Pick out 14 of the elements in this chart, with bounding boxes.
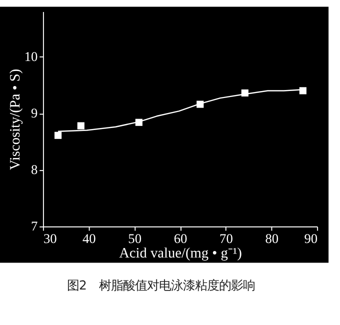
y-tick-label: 10 [24,49,38,64]
y-tick-label: 8 [31,162,38,178]
x-tick-label: 50 [128,231,142,246]
x-tick-label: 80 [265,231,279,246]
x-tick-label: 70 [220,231,234,246]
y-tick-label: 9 [31,106,38,121]
y-axis-title: Viscosity/(Pa • S) [8,68,24,170]
x-tick-label: 90 [304,231,318,246]
x-tick-label: 60 [174,231,188,246]
y-tick-label: 7 [31,218,38,234]
caption: 图2 树脂酸值对电泳漆粘度的影响 [66,277,255,292]
x-axis-title: Acid value/(mg • g⁻¹) [119,245,242,262]
x-tick-label: 40 [82,231,96,246]
x-tick-label: 30 [43,231,58,246]
